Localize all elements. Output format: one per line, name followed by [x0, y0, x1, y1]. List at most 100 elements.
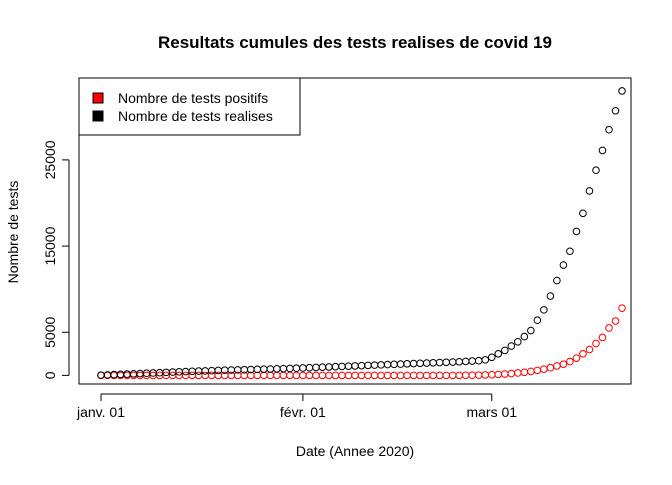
point-positive-tests — [566, 357, 574, 366]
point-positive-tests — [338, 371, 346, 380]
point-total-tests — [481, 356, 490, 364]
point-positive-tests — [481, 371, 490, 379]
y-axis-label: Nombre de tests — [5, 181, 21, 284]
point-positive-tests — [585, 345, 594, 354]
point-total-tests — [546, 292, 555, 300]
point-total-tests — [494, 350, 503, 358]
legend-swatch — [92, 92, 104, 104]
point-total-tests — [579, 209, 587, 218]
point-positive-tests — [520, 368, 529, 377]
point-positive-tests — [487, 370, 496, 379]
point-total-tests — [194, 367, 203, 375]
point-positive-tests — [266, 371, 275, 380]
point-positive-tests — [377, 371, 385, 380]
point-total-tests — [279, 364, 288, 373]
point-positive-tests — [429, 371, 437, 380]
plot-area-frame — [78, 77, 632, 385]
point-total-tests — [455, 357, 464, 366]
point-positive-tests — [396, 371, 405, 380]
point-positive-tests — [370, 371, 379, 380]
point-total-tests — [566, 247, 574, 256]
point-total-tests — [540, 306, 548, 314]
legend-label: Nombre de tests realises — [118, 108, 273, 124]
point-positive-tests — [611, 317, 620, 325]
point-total-tests — [377, 361, 385, 369]
point-positive-tests — [579, 350, 587, 358]
point-total-tests — [533, 316, 542, 325]
point-total-tests — [383, 360, 392, 369]
point-total-tests — [442, 358, 450, 367]
point-total-tests — [299, 364, 307, 372]
point-total-tests — [266, 365, 275, 373]
point-positive-tests — [533, 366, 542, 375]
point-total-tests — [370, 361, 379, 369]
point-total-tests — [611, 106, 620, 115]
point-total-tests — [331, 362, 340, 371]
point-total-tests — [201, 367, 210, 375]
chart-title: Resultats cumules des tests realises de … — [158, 33, 552, 52]
point-total-tests — [318, 363, 327, 371]
point-total-tests — [403, 360, 411, 368]
point-positive-tests — [605, 324, 613, 332]
point-total-tests — [273, 365, 281, 373]
point-positive-tests — [559, 360, 568, 368]
point-positive-tests — [527, 367, 535, 376]
point-total-tests — [357, 361, 366, 370]
point-total-tests — [396, 360, 405, 368]
point-positive-tests — [416, 371, 424, 380]
point-total-tests — [207, 366, 216, 375]
point-positive-tests — [325, 371, 333, 380]
point-total-tests — [416, 359, 424, 368]
point-total-tests — [214, 366, 223, 375]
x-tick-label: févr. 01 — [280, 404, 326, 420]
point-positive-tests — [312, 371, 320, 380]
point-total-tests — [364, 361, 372, 370]
point-total-tests — [188, 367, 196, 376]
legend: Nombre de tests positifs Nombre de tests … — [78, 77, 301, 136]
point-total-tests — [435, 358, 444, 367]
point-positive-tests — [598, 333, 607, 342]
point-positive-tests — [546, 363, 555, 372]
x-tick-label: janv. 01 — [76, 404, 125, 420]
point-total-tests — [97, 371, 105, 379]
point-positive-tests — [455, 371, 464, 380]
point-total-tests — [286, 364, 294, 373]
point-total-tests — [461, 357, 470, 366]
point-total-tests — [592, 166, 600, 175]
point-positive-tests — [572, 354, 581, 362]
point-total-tests — [448, 358, 457, 366]
legend-box — [78, 77, 301, 136]
point-positive-tests — [474, 371, 483, 379]
point-positive-tests — [273, 371, 281, 380]
point-positive-tests — [422, 371, 431, 380]
x-tick-label: mars 01 — [466, 404, 517, 420]
point-total-tests — [605, 125, 613, 134]
y-tick-label: 15000 — [42, 226, 58, 265]
point-positive-tests — [299, 371, 307, 380]
point-total-tests — [312, 363, 320, 372]
point-total-tests — [344, 362, 353, 370]
y-tick-label: 5000 — [42, 317, 58, 348]
point-total-tests — [292, 364, 301, 373]
point-total-tests — [390, 360, 398, 369]
point-positive-tests — [344, 371, 353, 380]
point-total-tests — [507, 342, 516, 350]
point-positive-tests — [390, 371, 398, 380]
point-positive-tests — [292, 371, 301, 380]
point-positive-tests — [507, 369, 516, 378]
point-total-tests — [429, 358, 437, 367]
point-positive-tests — [279, 371, 288, 380]
point-total-tests — [572, 227, 581, 236]
point-total-tests — [527, 326, 535, 335]
point-positive-tests — [364, 371, 372, 380]
point-positive-tests — [500, 370, 509, 378]
point-total-tests — [474, 356, 483, 365]
point-total-tests — [260, 365, 268, 373]
point-total-tests — [559, 261, 568, 269]
point-total-tests — [351, 362, 359, 370]
point-positive-tests — [442, 371, 450, 380]
point-positive-tests — [129, 371, 138, 380]
point-positive-tests — [435, 371, 444, 380]
